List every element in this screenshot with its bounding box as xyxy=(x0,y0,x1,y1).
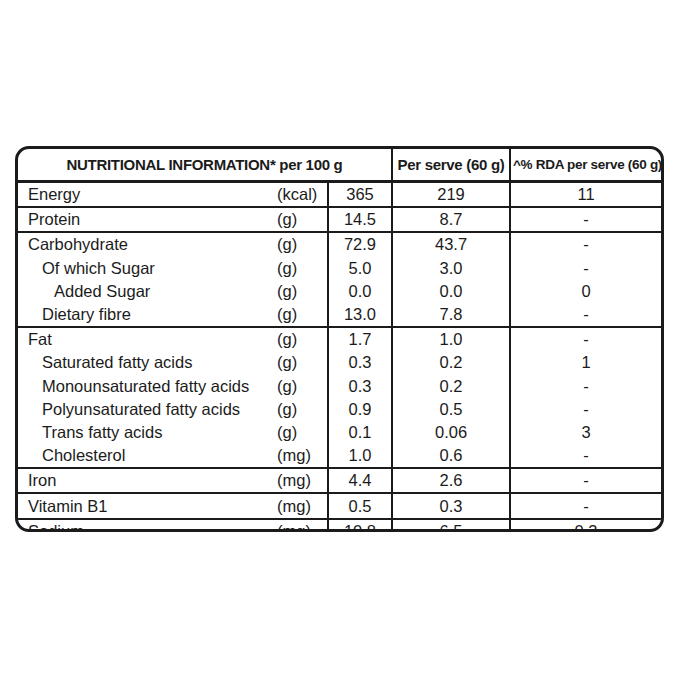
value-rda-percent: 0.3 xyxy=(510,519,661,532)
value-per-100g: 0.1 xyxy=(328,421,392,444)
value-per-serve: 0.2 xyxy=(392,375,510,398)
nutrient-unit: (mg) xyxy=(277,493,328,518)
nutrient-unit: (mg) xyxy=(277,468,328,493)
table-row: Saturated fatty acids(g)0.30.21 xyxy=(18,351,661,374)
value-per-100g: 0.5 xyxy=(328,493,392,518)
nutrient-unit: (g) xyxy=(277,207,328,232)
value-per-serve: 0.6 xyxy=(392,444,510,468)
value-per-100g: 13.0 xyxy=(328,303,392,327)
nutrient-name: Energy xyxy=(18,182,277,208)
table-header: NUTRITIONAL INFORMATION* per 100 g Per s… xyxy=(18,149,661,182)
table-row: Vitamin B1(mg)0.50.3- xyxy=(18,493,661,518)
value-per-100g: 365 xyxy=(328,182,392,208)
value-per-serve: 0.5 xyxy=(392,398,510,421)
value-per-serve: 0.2 xyxy=(392,351,510,374)
table-row: Of which Sugar(g)5.03.0- xyxy=(18,257,661,280)
value-rda-percent: 0 xyxy=(510,280,661,303)
table-row: Polyunsaturated fatty acids(g)0.90.5- xyxy=(18,398,661,421)
value-rda-percent: 3 xyxy=(510,421,661,444)
nutrient-unit: (mg) xyxy=(277,519,328,532)
nutrient-name: Vitamin B1 xyxy=(18,493,277,518)
nutrient-unit: (g) xyxy=(277,421,328,444)
value-rda-percent: - xyxy=(510,207,661,232)
nutrition-table: NUTRITIONAL INFORMATION* per 100 g Per s… xyxy=(18,149,661,532)
nutrient-unit: (kcal) xyxy=(277,182,328,208)
nutrition-table-frame: NUTRITIONAL INFORMATION* per 100 g Per s… xyxy=(15,146,664,532)
value-per-serve: 219 xyxy=(392,182,510,208)
value-per-100g: 1.0 xyxy=(328,444,392,468)
table-row: Fat(g)1.71.0- xyxy=(18,327,661,351)
value-per-100g: 14.5 xyxy=(328,207,392,232)
value-rda-percent: - xyxy=(510,398,661,421)
header-rda-per-serve: ^% RDA per serve (60 g) xyxy=(510,149,661,182)
nutrient-unit: (mg) xyxy=(277,444,328,468)
value-rda-percent: - xyxy=(510,327,661,351)
nutrition-label-page: NUTRITIONAL INFORMATION* per 100 g Per s… xyxy=(0,0,679,679)
value-rda-percent: - xyxy=(510,232,661,256)
header-row: NUTRITIONAL INFORMATION* per 100 g Per s… xyxy=(18,149,661,182)
nutrient-name: Trans fatty acids xyxy=(18,421,277,444)
value-per-100g: 10.8 xyxy=(328,519,392,532)
nutrient-name: Cholesterol xyxy=(18,444,277,468)
value-per-serve: 0.0 xyxy=(392,280,510,303)
value-per-serve: 43.7 xyxy=(392,232,510,256)
value-per-100g: 5.0 xyxy=(328,257,392,280)
nutrient-name: Added Sugar xyxy=(18,280,277,303)
header-nutritional-information-per-100g: NUTRITIONAL INFORMATION* per 100 g xyxy=(18,149,392,182)
value-rda-percent: - xyxy=(510,303,661,327)
value-per-100g: 0.0 xyxy=(328,280,392,303)
table-row: Added Sugar(g)0.00.00 xyxy=(18,280,661,303)
nutrient-unit: (g) xyxy=(277,303,328,327)
table-row: Protein(g)14.58.7- xyxy=(18,207,661,232)
value-per-100g: 72.9 xyxy=(328,232,392,256)
table-row: Dietary fibre(g)13.07.8- xyxy=(18,303,661,327)
nutrient-name: Dietary fibre xyxy=(18,303,277,327)
nutrient-name: Fat xyxy=(18,327,277,351)
value-per-100g: 0.9 xyxy=(328,398,392,421)
table-row: Energy(kcal)36521911 xyxy=(18,182,661,208)
nutrient-name: Polyunsaturated fatty acids xyxy=(18,398,277,421)
header-per-serve: Per serve (60 g) xyxy=(392,149,510,182)
value-per-100g: 0.3 xyxy=(328,375,392,398)
table-row: Sodium(mg)10.86.50.3 xyxy=(18,519,661,532)
nutrient-name: Protein xyxy=(18,207,277,232)
value-per-serve: 0.06 xyxy=(392,421,510,444)
value-rda-percent: - xyxy=(510,257,661,280)
value-rda-percent: - xyxy=(510,375,661,398)
value-per-serve: 3.0 xyxy=(392,257,510,280)
value-per-serve: 2.6 xyxy=(392,468,510,493)
table-row: Monounsaturated fatty acids(g)0.30.2- xyxy=(18,375,661,398)
nutrient-name: Iron xyxy=(18,468,277,493)
value-per-serve: 8.7 xyxy=(392,207,510,232)
value-per-serve: 0.3 xyxy=(392,493,510,518)
nutrient-name: Saturated fatty acids xyxy=(18,351,277,374)
nutrient-unit: (g) xyxy=(277,398,328,421)
value-per-100g: 0.3 xyxy=(328,351,392,374)
value-rda-percent: 1 xyxy=(510,351,661,374)
nutrient-unit: (g) xyxy=(277,280,328,303)
nutrient-name: Carbohydrate xyxy=(18,232,277,256)
value-rda-percent: 11 xyxy=(510,182,661,208)
value-per-serve: 6.5 xyxy=(392,519,510,532)
table-row: Iron(mg)4.42.6- xyxy=(18,468,661,493)
nutrient-unit: (g) xyxy=(277,351,328,374)
table-row: Cholesterol(mg)1.00.6- xyxy=(18,444,661,468)
table-body: Energy(kcal)36521911Protein(g)14.58.7-Ca… xyxy=(18,182,661,533)
value-rda-percent: - xyxy=(510,468,661,493)
value-rda-percent: - xyxy=(510,493,661,518)
value-rda-percent: - xyxy=(510,444,661,468)
nutrient-unit: (g) xyxy=(277,232,328,256)
value-per-serve: 7.8 xyxy=(392,303,510,327)
nutrient-unit: (g) xyxy=(277,375,328,398)
nutrient-name: Of which Sugar xyxy=(18,257,277,280)
table-row: Carbohydrate(g)72.943.7- xyxy=(18,232,661,256)
nutrient-name: Monounsaturated fatty acids xyxy=(18,375,277,398)
value-per-100g: 1.7 xyxy=(328,327,392,351)
nutrient-unit: (g) xyxy=(277,257,328,280)
value-per-serve: 1.0 xyxy=(392,327,510,351)
nutrient-unit: (g) xyxy=(277,327,328,351)
value-per-100g: 4.4 xyxy=(328,468,392,493)
table-row: Trans fatty acids(g)0.10.063 xyxy=(18,421,661,444)
nutrient-name: Sodium xyxy=(18,519,277,532)
